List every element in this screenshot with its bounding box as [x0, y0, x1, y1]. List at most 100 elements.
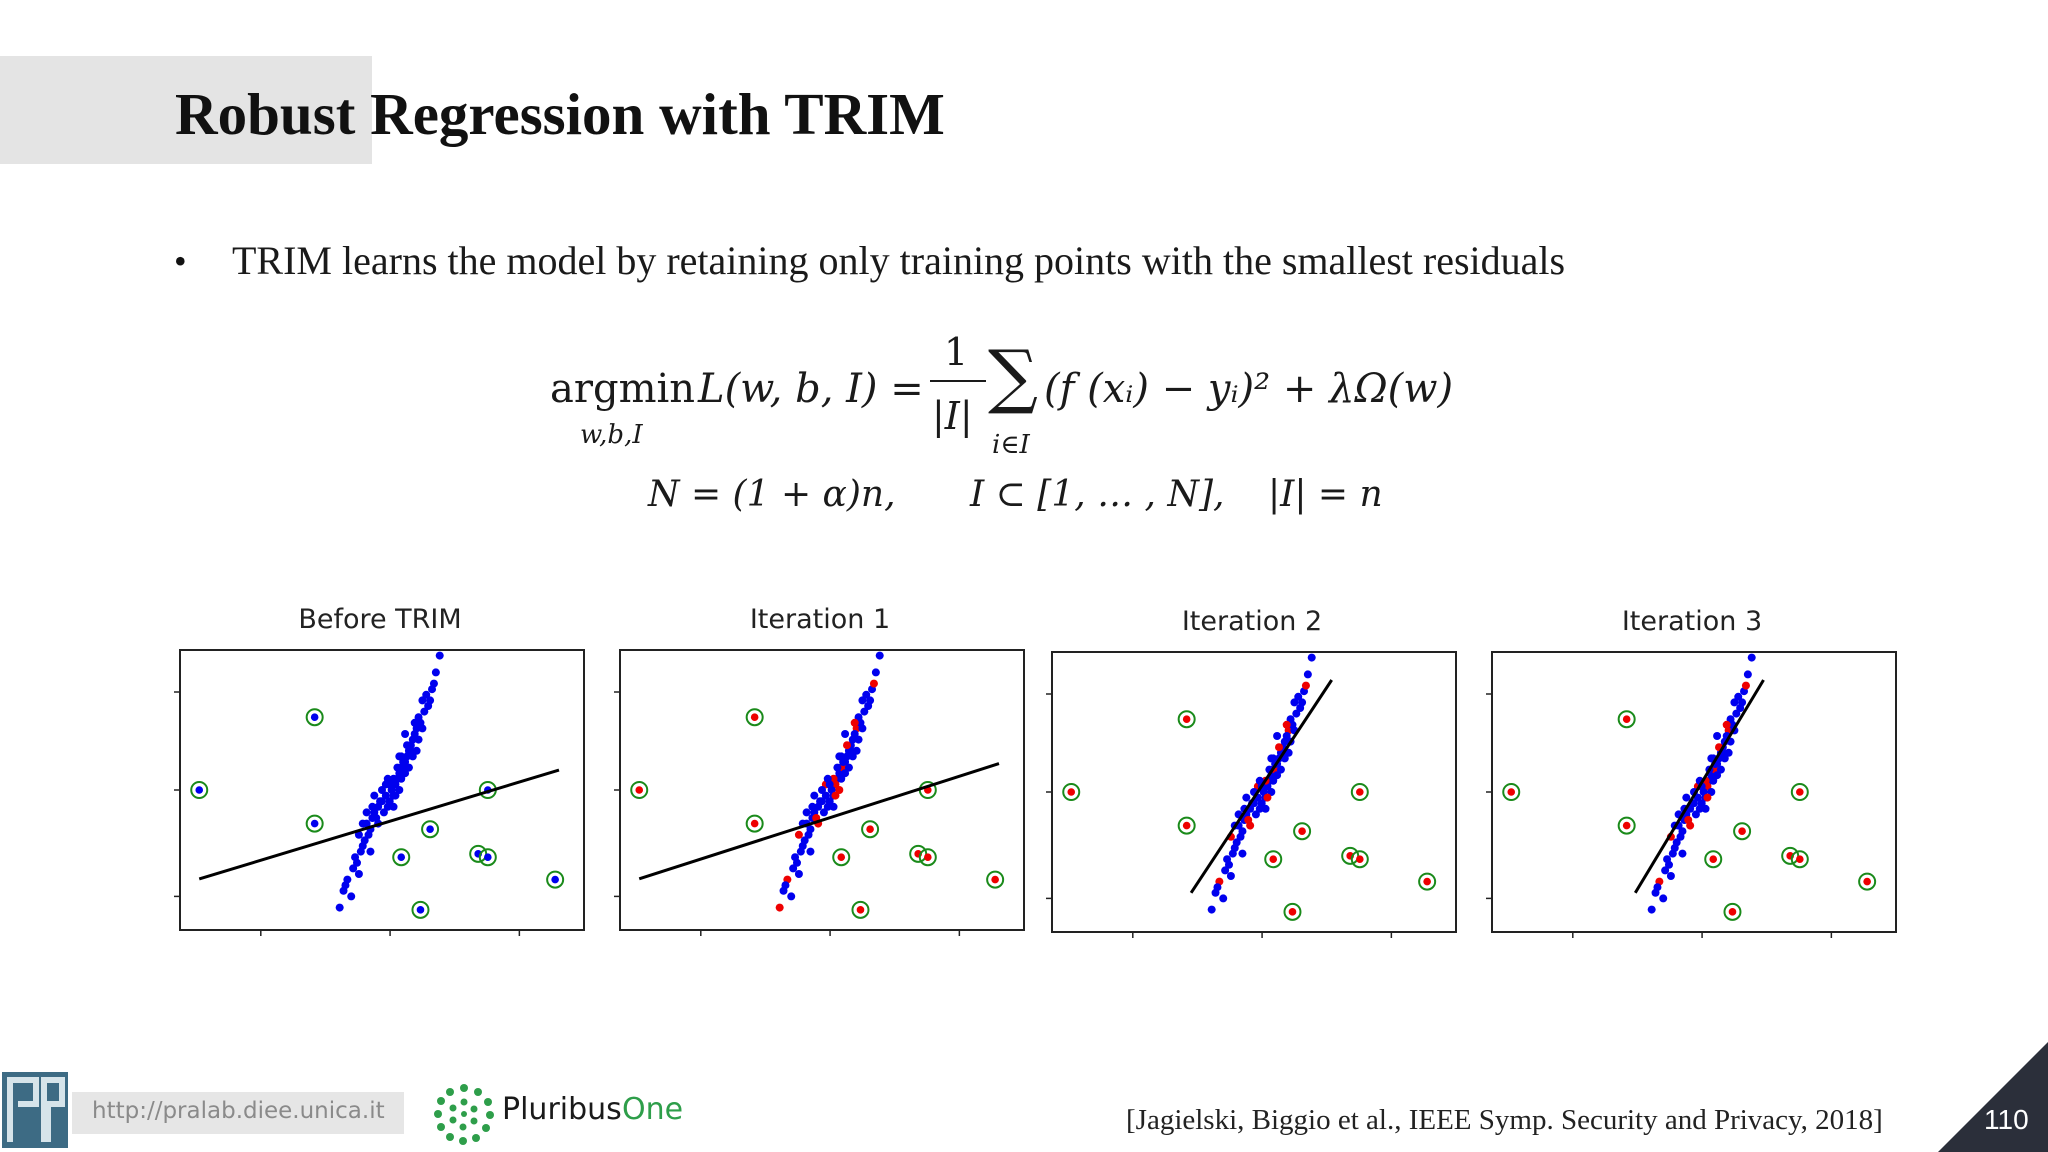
title-band	[0, 56, 372, 164]
poison-point-ring	[1704, 850, 1723, 869]
poison-point-ring	[1858, 872, 1877, 891]
inlier-point	[1678, 849, 1687, 858]
inlier-point	[1695, 804, 1704, 813]
inlier-point	[401, 730, 410, 738]
inlier-point	[823, 774, 832, 783]
inlier-point	[354, 870, 363, 878]
regression-line	[1633, 679, 1765, 894]
trimmed-point	[835, 786, 844, 794]
inlier-point	[341, 881, 350, 890]
inlier-point	[1224, 860, 1233, 869]
inlier-point	[1273, 732, 1282, 740]
inlier-point	[1276, 765, 1285, 774]
trimmed-point	[1741, 681, 1750, 690]
inlier-point	[1653, 883, 1662, 892]
inlier-point	[875, 651, 884, 660]
inlier-point	[1290, 698, 1299, 707]
fraction-denominator: |I|	[932, 394, 973, 438]
poison-point-ring	[421, 820, 440, 839]
trimmed-point	[1301, 681, 1310, 690]
inlier-point	[800, 836, 809, 845]
inlier-point	[1228, 849, 1237, 858]
poison-point-ring	[745, 814, 764, 833]
inlier-point	[1668, 849, 1677, 858]
poison-point-ring	[1617, 816, 1636, 835]
poison-point	[1738, 827, 1746, 835]
inlier-point	[1236, 832, 1245, 841]
inlier-point	[362, 808, 371, 817]
poison-point	[1269, 855, 1278, 863]
inlier-point	[389, 774, 398, 783]
trimmed-point	[1246, 821, 1255, 830]
sum-symbol: ∑	[988, 335, 1038, 417]
trimmed-point	[1282, 720, 1291, 729]
scatter-plot	[614, 649, 1025, 936]
inlier-point	[395, 786, 404, 794]
inlier-point	[426, 696, 435, 705]
footer-url[interactable]: http://pralab.diee.unica.it	[92, 1098, 385, 1124]
poison-point-ring	[1062, 783, 1081, 801]
inlier-point	[821, 791, 830, 800]
fraction-numerator: 1	[944, 330, 969, 374]
inlier-point	[804, 830, 813, 839]
inlier-point	[841, 730, 850, 738]
inlier-point	[823, 802, 832, 811]
poison-point	[1622, 715, 1631, 723]
inlier-point	[792, 858, 801, 867]
inlier-point	[408, 752, 417, 761]
inlier-point	[335, 903, 344, 912]
trimmed-point	[869, 679, 878, 688]
inlier-point	[1701, 804, 1710, 813]
poison-point-ring	[1283, 902, 1302, 921]
poison-point	[310, 713, 319, 721]
poison-point-ring	[1617, 710, 1636, 729]
inlier-point	[1298, 698, 1307, 707]
poison-point	[416, 906, 425, 914]
inlier-point	[368, 802, 377, 811]
poison-point-ring	[305, 814, 324, 833]
poison-point	[310, 819, 319, 828]
poison-point-ring	[1502, 783, 1521, 801]
poison-point	[1796, 855, 1804, 863]
inlier-point	[1713, 732, 1722, 740]
poison-point	[837, 853, 846, 861]
poison-point	[1182, 821, 1191, 830]
inlier-point	[422, 690, 431, 699]
poison-point	[1728, 908, 1737, 916]
inlier-point	[1664, 860, 1673, 869]
panel-title: Before TRIM	[298, 604, 462, 635]
pluribus-one-logo: Pluribus One	[432, 1082, 692, 1146]
scatter-plot	[1046, 651, 1457, 938]
poison-point	[750, 819, 759, 828]
poison-point-ring	[986, 870, 1005, 889]
inlier-point	[366, 847, 375, 856]
condition-size: |I| = n	[1268, 474, 1383, 515]
poison-point	[750, 713, 759, 721]
poison-point	[1288, 908, 1297, 916]
inlier-point	[806, 847, 815, 856]
panel-iteration-2: Iteration 2	[1032, 602, 1472, 942]
inlier-point	[1693, 793, 1702, 802]
inlier-point	[829, 802, 838, 811]
poison-point	[484, 853, 492, 861]
citation: [Jagielski, Biggio et al., IEEE Symp. Se…	[1126, 1104, 1883, 1136]
inlier-point	[1647, 905, 1656, 914]
inlier-point	[844, 763, 853, 772]
footer-url-background	[72, 1092, 404, 1134]
inlier-point	[1659, 894, 1668, 903]
inlier-point	[1738, 698, 1747, 707]
inlier-point	[1251, 810, 1260, 819]
inlier-point	[852, 746, 861, 755]
inlier-point	[1707, 788, 1716, 796]
poison-point	[1356, 855, 1364, 863]
inlier-point	[429, 679, 438, 688]
inlier-point	[1682, 793, 1691, 802]
panel-title: Iteration 1	[749, 604, 891, 635]
poison-point-ring	[411, 900, 430, 919]
poison-point-ring	[861, 820, 880, 839]
inlier-point	[1691, 810, 1700, 819]
poison-point	[551, 875, 559, 884]
poison-point	[635, 786, 644, 794]
inlier-point	[364, 830, 373, 839]
inlier-point	[1282, 732, 1291, 740]
